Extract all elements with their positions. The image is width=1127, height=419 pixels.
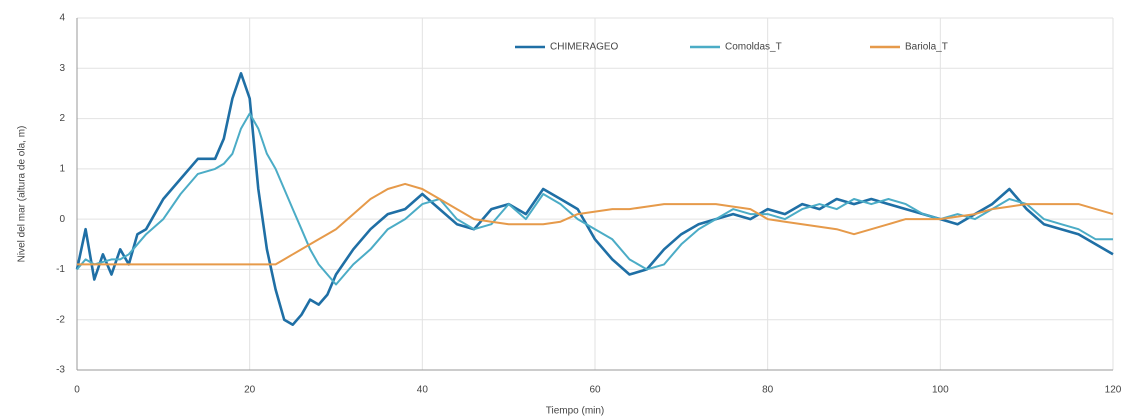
y-axis-label: Nivel del mar (altura de ola, m) [17, 126, 28, 263]
y-tick-label: 1 [59, 163, 65, 174]
y-tick-label: 0 [59, 214, 65, 225]
x-tick-label: 0 [74, 385, 80, 396]
y-tick-label: -3 [56, 365, 65, 376]
series-line [76, 112, 1113, 286]
y-tick-label: 2 [59, 113, 65, 124]
series-line [77, 182, 1114, 266]
y-tick-label: -1 [56, 264, 65, 275]
y-tick-label: 4 [59, 13, 65, 24]
y-tick-label: -2 [56, 314, 65, 325]
x-tick-label: 40 [417, 385, 429, 396]
y-tick-label: 3 [59, 63, 65, 74]
series-line [75, 72, 1114, 326]
x-tick-label: 80 [762, 385, 774, 396]
x-tick-label: 120 [1105, 385, 1122, 396]
x-tick-label: 20 [244, 385, 256, 396]
legend-label: Comoldas_T [725, 42, 782, 53]
x-tick-label: 60 [589, 385, 601, 396]
x-axis-label: Tiempo (min) [546, 406, 605, 417]
x-tick-label: 100 [932, 385, 949, 396]
legend-label: Bariola_T [905, 42, 948, 53]
legend-label: CHIMERAGEO [550, 42, 619, 53]
